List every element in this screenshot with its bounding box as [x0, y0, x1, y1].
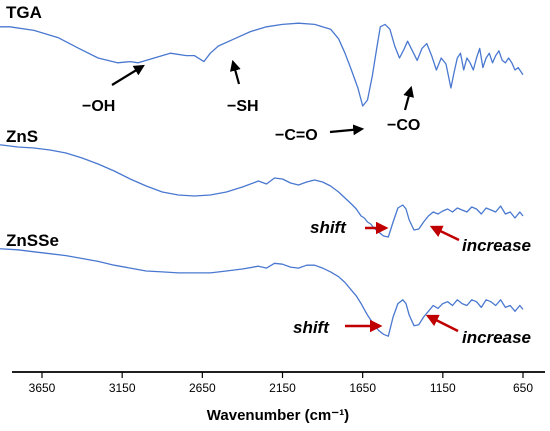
annotation-c-o: −C=O	[275, 127, 318, 144]
x-tick-label: 2150	[269, 381, 296, 395]
x-tick-label: 1150	[430, 381, 456, 395]
co-arrow	[403, 85, 414, 111]
annotation-increase-zns: increase	[462, 236, 531, 255]
spectrum-line-znsse	[0, 248, 524, 337]
series-label-tga: TGA	[6, 3, 42, 22]
oh-arrow	[111, 64, 145, 86]
annotation-increase-znsse: increase	[462, 328, 531, 347]
series-label-zns: ZnS	[6, 127, 38, 146]
increase-arrow-znsse	[425, 314, 459, 333]
x-tick-label: 3650	[29, 381, 56, 395]
x-axis-title: Wavenumber (cm⁻¹)	[207, 407, 349, 424]
x-tick-label: 650	[513, 381, 533, 395]
x-axis-ticks: 3650 3150 2650 2150 1650 1150 650	[29, 372, 533, 395]
x-tick-label: 1650	[349, 381, 376, 395]
series-label-znsse: ZnSSe	[6, 231, 59, 250]
increase-arrow-zns	[429, 225, 460, 242]
spectrum-line-tga	[0, 22, 524, 107]
annotation-oh: −OH	[82, 98, 115, 115]
annotation-co: −CO	[387, 117, 420, 134]
x-tick-label: 3150	[109, 381, 136, 395]
x-tick-label: 2650	[189, 381, 216, 395]
co-carbonyl-arrow	[329, 124, 365, 136]
sh-arrow	[230, 59, 241, 85]
annotation-shift-znsse: shift	[293, 318, 330, 337]
spectrum-line-zns	[0, 144, 524, 238]
spectra-traces	[0, 22, 524, 337]
annotation-sh: −SH	[227, 98, 259, 115]
annotation-shift-zns: shift	[310, 218, 347, 237]
